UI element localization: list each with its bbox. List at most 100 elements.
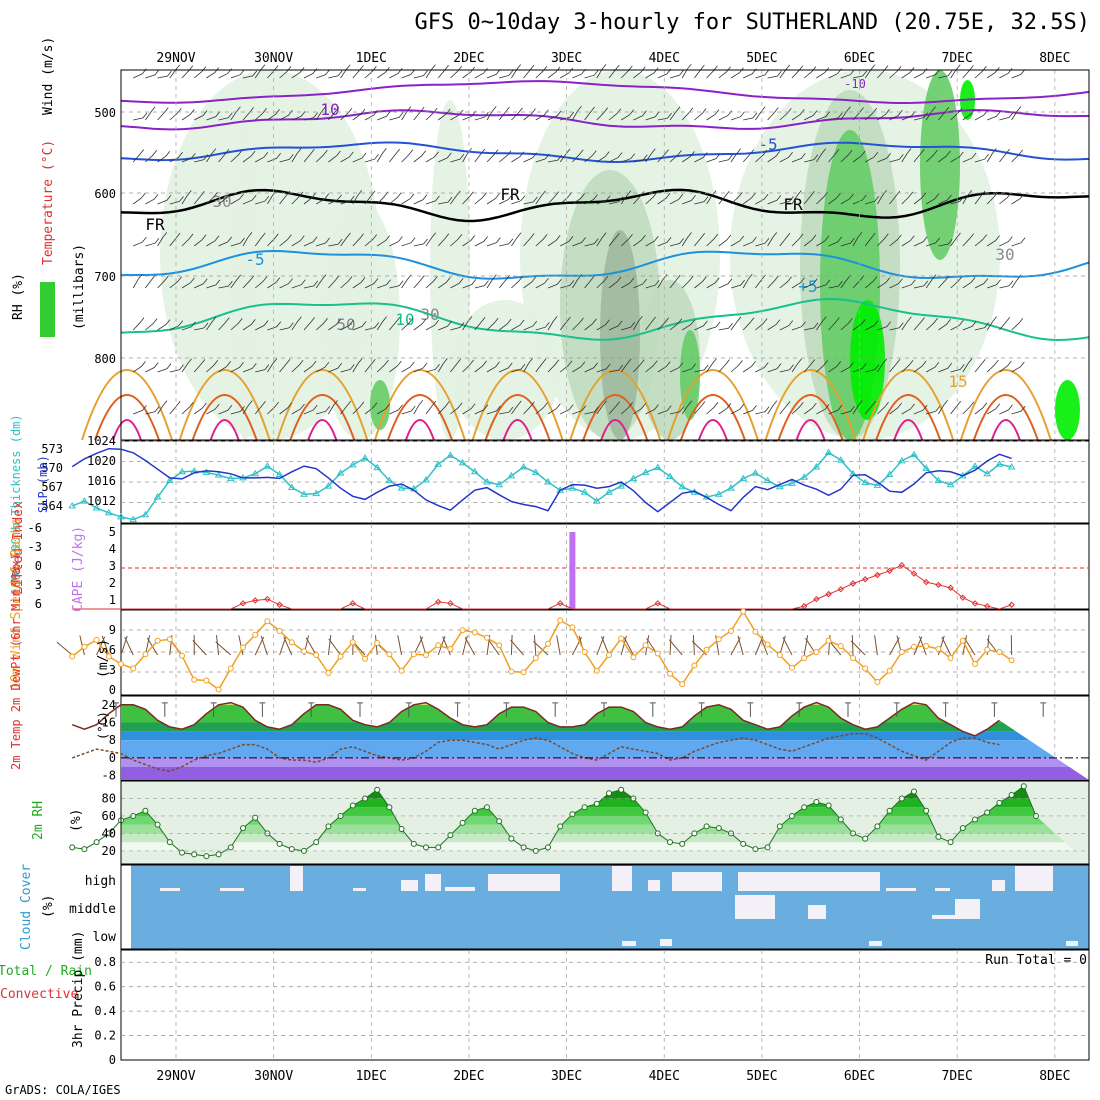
thickness-point: [519, 462, 528, 470]
rh-band: [121, 824, 1089, 834]
upper-wind-barb: [255, 151, 269, 163]
upper-wind-barb: [401, 69, 416, 79]
rh-shading: [370, 380, 390, 430]
upper-wind-barb: [889, 359, 901, 373]
wind10-speed-point: [423, 652, 429, 658]
upper-wind-barb: [767, 232, 778, 247]
wind10-speed-point: [191, 676, 198, 683]
upper-wind-barb: [291, 279, 306, 289]
upper-wind-barb: [364, 358, 376, 373]
temp2m-tick: 16: [102, 716, 116, 730]
thickness-point: [470, 467, 479, 475]
upper-wind-barb: [938, 194, 952, 205]
upper-wind-barb: [474, 280, 489, 289]
upper-ytick: 500: [94, 106, 116, 120]
wind10-speed-point: [154, 637, 161, 644]
upper-wind-barb: [352, 358, 363, 373]
upper-wind-barb: [523, 233, 535, 247]
upper-wind-barb: [206, 403, 220, 415]
wind10-speed-point: [691, 662, 698, 669]
upper-wind-barb: [767, 151, 781, 163]
contour-label: FR: [145, 215, 165, 234]
temp-minmax-bar: [210, 702, 217, 717]
rh2m-point: [801, 804, 808, 811]
temp2m-tick: 8: [109, 733, 116, 747]
ylabel-precip-convective: Convective: [0, 987, 78, 1002]
wind10-speed-point: [313, 652, 320, 658]
upper-wind-barb: [840, 106, 851, 121]
upper-wind-barb: [328, 275, 340, 289]
upper-wind-barb: [218, 317, 230, 331]
upper-wind-barb: [803, 190, 815, 205]
upper-wind-barb: [645, 404, 659, 415]
upper-wind-barb: [962, 152, 977, 163]
upper-wind-barb: [791, 401, 804, 415]
upper-wind-barb: [816, 403, 830, 415]
upper-wind-barb: [645, 235, 659, 247]
upper-wind-barb: [523, 358, 533, 373]
upper-wind-barb: [145, 274, 156, 289]
thickness-point: [348, 460, 357, 468]
upper-wind-barb: [779, 320, 794, 331]
rh-shading: [850, 300, 885, 420]
upper-wind-barb: [913, 280, 929, 289]
upper-wind-barb: [133, 112, 148, 121]
upper-ytick: 600: [94, 187, 116, 201]
wind10-speed-point: [911, 643, 917, 650]
upper-wind-barb: [584, 69, 599, 79]
upper-wind-barb: [267, 358, 278, 373]
rh2m-point: [313, 839, 320, 846]
upper-wind-barb: [560, 111, 575, 121]
upper-wind-barb: [303, 192, 317, 205]
upper-wind-barb: [181, 401, 194, 415]
wind10-speed-point: [1008, 657, 1015, 664]
upper-wind-barb: [145, 318, 158, 331]
date-label-top: 7DEC: [942, 51, 973, 66]
upper-wind-barb: [279, 278, 293, 289]
rh-band: [121, 798, 1089, 808]
upper-wind-barb: [816, 191, 828, 205]
upper-wind-barb: [230, 406, 245, 415]
wind10-speed-point: [837, 643, 844, 649]
upper-wind-barb: [352, 190, 363, 205]
upper-wind-barb: [291, 111, 306, 121]
upper-wind-barb: [816, 111, 831, 121]
upper-wind-barb: [767, 400, 778, 415]
upper-wind-barb: [901, 111, 916, 121]
thickness-point: [910, 450, 918, 458]
thickness-point: [361, 454, 369, 461]
upper-wind-barb: [230, 237, 245, 247]
cloud-level-label: high: [85, 874, 116, 889]
temp-contour-plus20: [582, 394, 649, 441]
wind10-barb: [327, 635, 332, 656]
wind10-speed-point: [715, 636, 722, 643]
upper-wind-barb: [852, 319, 866, 331]
rh2m-point: [959, 825, 966, 832]
rh-band: [121, 815, 1089, 825]
rh2m-point: [1008, 791, 1015, 798]
upper-wind-barb: [730, 404, 745, 415]
upper-wind-barb: [889, 278, 903, 289]
ylabel-cape: CAPE (J/kg): [71, 526, 86, 612]
precip-tick: 0.4: [94, 1004, 116, 1018]
temp-contour-plus20: [94, 394, 160, 441]
thickness-point: [287, 483, 296, 490]
upper-wind-barb: [437, 401, 450, 415]
upper-wind-barb: [218, 405, 233, 415]
upper-wind-barb: [669, 318, 683, 331]
upper-wind-barb: [303, 404, 318, 415]
lifted-index-point: [556, 600, 564, 607]
temp-contour-minus10-b: [120, 80, 1090, 104]
thickness-point: [251, 469, 260, 477]
upper-wind-barb: [389, 192, 402, 205]
upper-wind-barb: [681, 151, 695, 163]
date-label-top: 30NOV: [254, 51, 293, 66]
upper-wind-barb: [364, 402, 378, 415]
thickness-point: [971, 462, 979, 469]
upper-wind-barb: [242, 150, 256, 163]
upper-wind-barb: [974, 190, 986, 205]
upper-wind-barb: [986, 403, 1001, 415]
upper-wind-barb: [1011, 149, 1024, 163]
wind10-speed-point: [935, 646, 942, 652]
wind10-speed-point: [288, 639, 295, 646]
